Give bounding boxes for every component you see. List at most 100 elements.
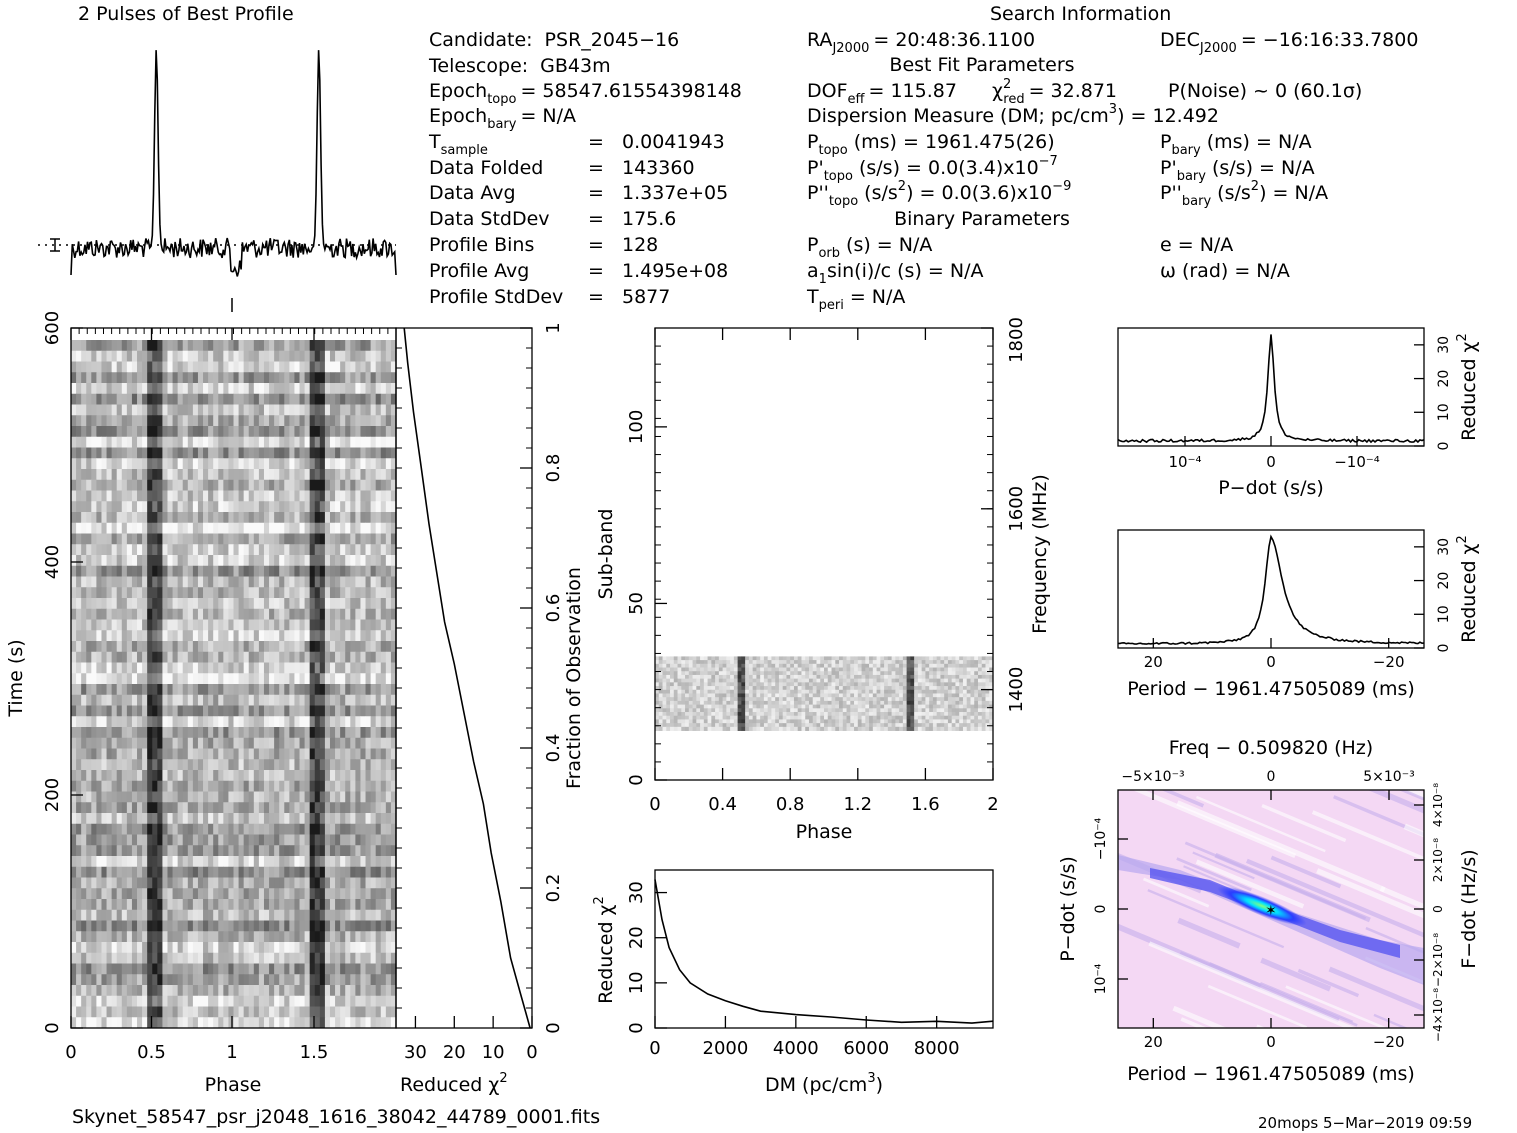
tp-cell: [345, 641, 351, 653]
tp-cell: [289, 1006, 295, 1018]
tp-cell: [350, 544, 356, 556]
tp-cell: [370, 662, 377, 674]
tp-cell: [360, 447, 366, 459]
profile-line: [70, 50, 397, 277]
tp-cell: [203, 415, 209, 427]
tp-cell: [172, 759, 179, 771]
tp-cell: [121, 447, 128, 459]
tp-cell: [263, 447, 270, 459]
tp-cell: [228, 587, 234, 599]
tp-cell: [223, 436, 229, 448]
tp-cell: [177, 372, 184, 384]
sb-cell: [947, 671, 953, 676]
tp-cell: [81, 361, 87, 373]
tp-cell: [223, 415, 229, 427]
tp-cell: [101, 350, 107, 362]
tp-cell: [370, 469, 377, 481]
tp-cell: [329, 372, 336, 384]
tp-cell: [111, 931, 118, 943]
tp-cell: [218, 361, 224, 373]
tp-cell: [152, 952, 158, 964]
tp-cell: [269, 415, 275, 427]
tp-cell: [329, 909, 336, 921]
tp-cell: [228, 415, 234, 427]
tp-cell: [380, 684, 387, 696]
sb-cell: [921, 674, 926, 680]
tp-cell: [340, 684, 346, 696]
tp-ytick: 600: [42, 311, 63, 345]
subband-heatmap: [655, 656, 994, 731]
sb-cell: [741, 686, 746, 691]
tp-cell: [172, 479, 179, 491]
tp-cell: [121, 393, 128, 405]
tp-cell: [71, 372, 77, 384]
tp-cell: [284, 501, 290, 513]
tp-cell: [197, 512, 204, 524]
tp-cell: [81, 942, 87, 954]
tp-cell: [284, 662, 290, 674]
tp-cell: [137, 630, 143, 642]
tp-cell: [340, 737, 346, 749]
tp-cell: [304, 931, 311, 943]
sb-cell: [685, 682, 690, 687]
tp-cell: [360, 673, 366, 685]
tp-cell: [96, 866, 102, 878]
tp-cell: [390, 350, 397, 362]
tp-cell: [86, 598, 92, 610]
tp-cell: [299, 737, 305, 749]
tp-cell: [350, 393, 356, 405]
tp-cell: [345, 479, 351, 491]
tp-cell: [208, 823, 214, 835]
tp-cell: [203, 522, 209, 534]
tp-cell: [304, 1006, 311, 1018]
tp-cell: [243, 393, 250, 405]
tp-cell: [329, 1017, 336, 1029]
tp-cell: [263, 748, 270, 760]
sb-cell: [839, 660, 844, 665]
omega-line: ω (rad) = N/A: [1160, 260, 1290, 282]
sb-cell: [936, 682, 941, 687]
tp-cell: [197, 361, 204, 373]
tp-cell: [284, 372, 290, 384]
tp-cell: [324, 372, 331, 384]
tp-cell: [365, 920, 372, 932]
tp-cell: [319, 866, 326, 878]
tp-cell: [152, 598, 158, 610]
tp-cell: [238, 899, 245, 911]
tp-cell: [91, 512, 97, 524]
tp-cell: [187, 436, 194, 448]
tp-cell: [279, 920, 285, 932]
tp-cell: [279, 479, 285, 491]
a1sini-line: a1sin(i)/c (s) = N/A: [807, 260, 983, 287]
tp-cell: [162, 963, 168, 975]
tp-cell: [86, 834, 92, 846]
sb-cell: [808, 663, 814, 668]
tp-cell: [197, 985, 204, 997]
tp-cell: [350, 587, 356, 599]
tp-cell: [385, 576, 392, 588]
sb-cell: [947, 656, 953, 661]
tp-cell: [106, 662, 113, 674]
sb-cell: [737, 671, 742, 676]
sb-cell: [688, 667, 693, 672]
tp-cell: [81, 716, 87, 728]
tp-cell: [248, 673, 255, 685]
tp-cell: [91, 748, 97, 760]
tp-cell: [177, 361, 184, 373]
tp-cell: [269, 651, 275, 663]
tp-cell: [162, 888, 168, 900]
tp-cell: [111, 393, 118, 405]
sb-cell: [985, 671, 990, 676]
tp-cell: [253, 447, 260, 459]
tp-cell: [126, 877, 133, 889]
tp-cell: [269, 759, 275, 771]
tp-cell: [111, 490, 118, 502]
tp-cell: [345, 404, 351, 416]
tp-cell: [233, 619, 239, 631]
tp-cell: [309, 748, 316, 760]
tp-cell: [182, 791, 189, 803]
tp-cell: [309, 641, 316, 653]
sb-cell: [970, 671, 975, 676]
tp-cell: [299, 512, 305, 524]
tp-cell: [269, 920, 275, 932]
